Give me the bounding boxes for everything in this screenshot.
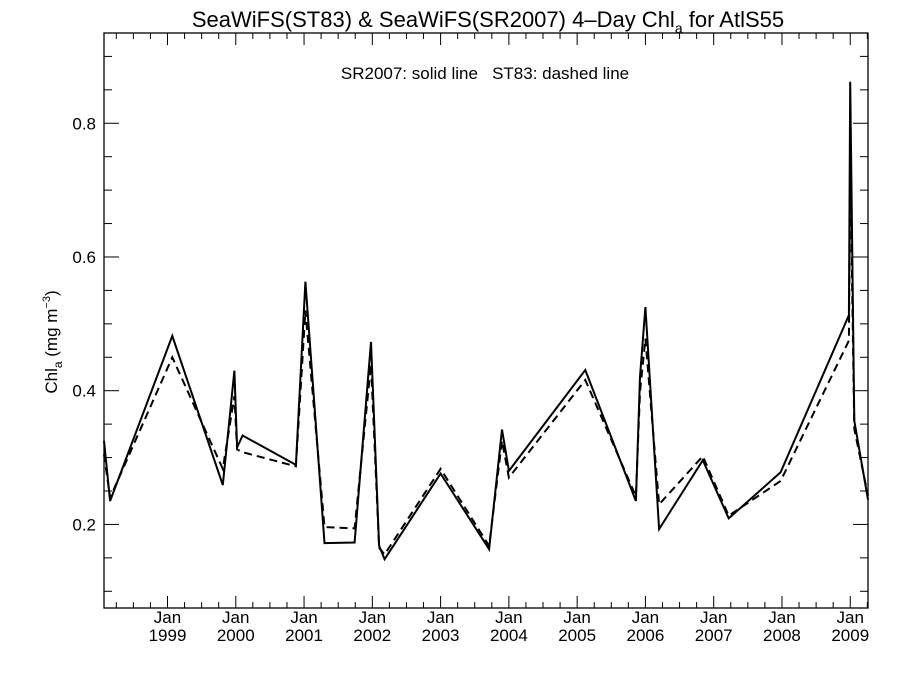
y-tick-label: 0.4 [72, 382, 96, 401]
x-tick-year-label: 2009 [831, 626, 869, 645]
x-tick-year-label: 2000 [217, 626, 255, 645]
x-tick-year-label: 2005 [558, 626, 596, 645]
y-tick-label: 0.8 [72, 114, 96, 133]
plot-frame [103, 32, 869, 609]
x-tick-month-label: Jan [359, 608, 386, 627]
series-line-sr2007 [103, 81, 869, 562]
x-tick-year-label: 2007 [695, 626, 733, 645]
y-tick-label: 0.6 [72, 248, 96, 267]
x-tick-month-label: Jan [154, 608, 181, 627]
x-tick-year-label: 2003 [422, 626, 460, 645]
x-tick-year-label: 2006 [627, 626, 665, 645]
x-tick-month-label: Jan [495, 608, 522, 627]
svg-text:Chla (mg m−3): Chla (mg m−3) [41, 290, 65, 393]
line-style-annotation: SR2007: solid line ST83: dashed line [341, 64, 629, 83]
x-tick-year-label: 2001 [285, 626, 323, 645]
axis-ticks-layer: Jan1999Jan2000Jan2001Jan2002Jan2003Jan20… [72, 33, 869, 645]
x-tick-year-label: 2002 [353, 626, 391, 645]
x-tick-month-label: Jan [768, 608, 795, 627]
x-tick-month-label: Jan [222, 608, 249, 627]
series-layer [103, 81, 869, 562]
x-tick-year-label: 2008 [763, 626, 801, 645]
x-tick-month-label: Jan [427, 608, 454, 627]
x-tick-month-label: Jan [563, 608, 590, 627]
x-tick-month-label: Jan [700, 608, 727, 627]
y-axis-label: Chla (mg m−3) [41, 290, 65, 393]
series-line-st83 [103, 159, 869, 557]
y-tick-label: 0.2 [72, 515, 96, 534]
x-tick-year-label: 1999 [149, 626, 187, 645]
x-tick-month-label: Jan [837, 608, 864, 627]
x-tick-year-label: 2004 [490, 626, 528, 645]
x-tick-month-label: Jan [632, 608, 659, 627]
x-tick-month-label: Jan [290, 608, 317, 627]
chart-title: SeaWiFS(ST83) & SeaWiFS(SR2007) 4–Day Ch… [192, 7, 784, 36]
